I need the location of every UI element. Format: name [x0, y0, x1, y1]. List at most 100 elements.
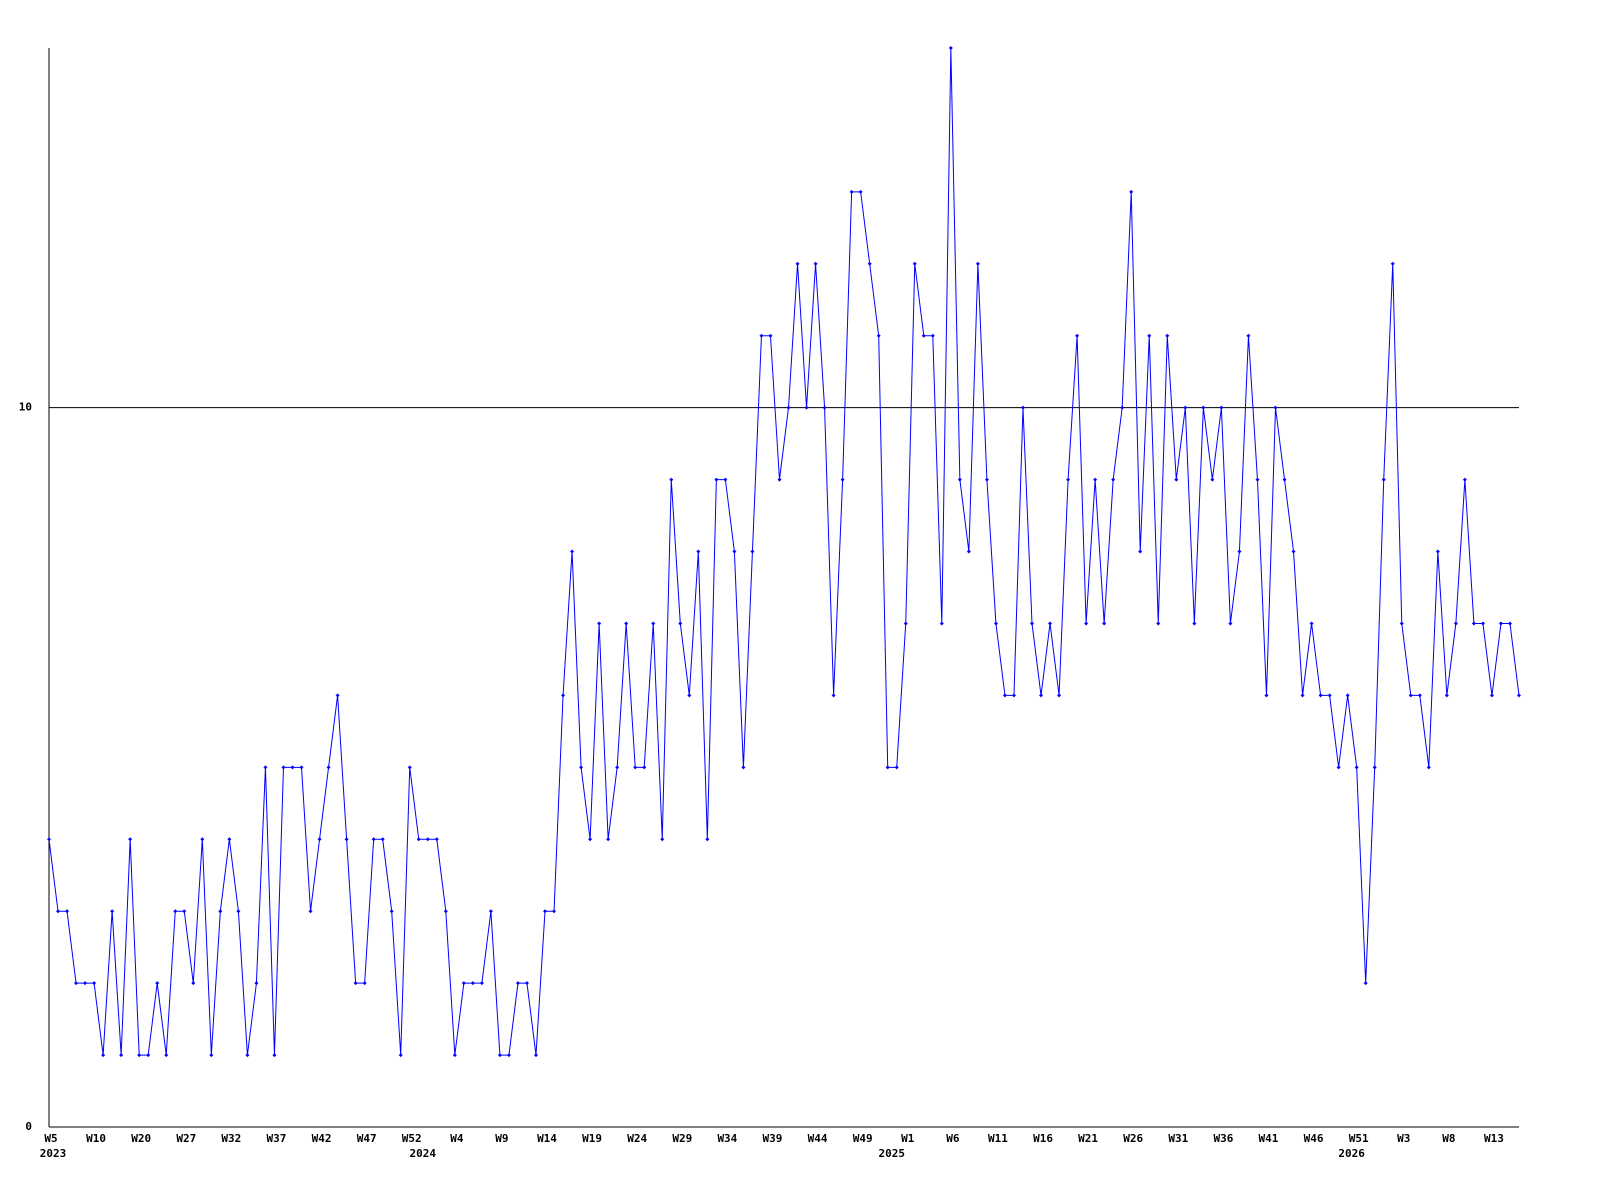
data-point	[912, 261, 917, 266]
data-point	[570, 549, 575, 554]
data-point	[146, 1053, 151, 1058]
x-tick-label: W3	[1397, 1132, 1410, 1145]
data-point	[254, 981, 259, 986]
data-point	[191, 981, 196, 986]
data-point	[1057, 693, 1062, 698]
data-point	[479, 981, 484, 986]
year-label: 2026	[1338, 1147, 1365, 1160]
data-point	[1246, 333, 1251, 338]
data-point	[957, 477, 962, 482]
x-tick-label: W16	[1033, 1132, 1053, 1145]
data-point	[1336, 765, 1341, 770]
data-point	[425, 837, 430, 842]
x-tick-label: W14	[537, 1132, 557, 1145]
data-point	[371, 837, 376, 842]
y-tick-label: 0	[25, 1120, 32, 1133]
data-point	[506, 1053, 511, 1058]
data-point	[1489, 693, 1494, 698]
data-point	[227, 837, 232, 842]
data-point	[119, 1053, 124, 1058]
data-point	[281, 765, 286, 770]
x-tick-label: W6	[946, 1132, 960, 1145]
data-point	[1192, 621, 1197, 626]
x-tick-label: W10	[86, 1132, 106, 1145]
data-point	[723, 477, 728, 482]
x-tick-label: W31	[1168, 1132, 1188, 1145]
data-point	[1039, 693, 1044, 698]
x-tick-label: W41	[1259, 1132, 1279, 1145]
year-label: 2024	[410, 1147, 437, 1160]
data-point	[47, 837, 51, 842]
data-point	[326, 765, 331, 770]
y-tick-label: 10	[19, 401, 32, 414]
data-point	[299, 765, 304, 770]
x-tick-label: W26	[1123, 1132, 1143, 1145]
data-point	[786, 405, 791, 410]
data-point	[1399, 621, 1404, 626]
data-point	[948, 46, 953, 50]
data-point	[155, 981, 160, 986]
data-point	[1020, 405, 1025, 410]
data-point	[1273, 405, 1278, 410]
data-point	[624, 621, 629, 626]
data-point	[83, 981, 88, 986]
data-point	[164, 1053, 169, 1058]
data-point	[1354, 765, 1359, 770]
data-point	[1381, 477, 1386, 482]
data-point	[533, 1053, 538, 1058]
data-point	[975, 261, 980, 266]
data-point	[687, 693, 692, 698]
x-tick-label: W34	[717, 1132, 737, 1145]
data-point	[1453, 621, 1458, 626]
x-tick-label: W11	[988, 1132, 1008, 1145]
x-tick-label: W52	[402, 1132, 422, 1145]
data-point	[984, 477, 989, 482]
data-point	[552, 909, 557, 914]
data-point	[110, 909, 115, 914]
data-point	[885, 765, 890, 770]
data-point	[1165, 333, 1170, 338]
data-point	[1219, 405, 1224, 410]
data-point	[461, 981, 466, 986]
data-point	[398, 1053, 403, 1058]
data-point	[1435, 549, 1440, 554]
data-point	[750, 549, 755, 554]
data-point	[1417, 693, 1422, 698]
data-point	[588, 837, 593, 842]
data-point	[308, 909, 313, 914]
x-tick-label: W1	[901, 1132, 915, 1145]
data-point	[218, 909, 223, 914]
year-label: 2023	[40, 1147, 67, 1160]
data-point	[597, 621, 602, 626]
data-point	[1264, 693, 1269, 698]
x-tick-label: W24	[627, 1132, 647, 1145]
data-point	[804, 405, 809, 410]
x-tick-label: W51	[1349, 1132, 1369, 1145]
data-point	[1111, 477, 1116, 482]
data-point	[642, 765, 647, 770]
x-tick-label: W39	[763, 1132, 783, 1145]
data-point	[1282, 477, 1287, 482]
data-point	[1102, 621, 1107, 626]
data-point	[1309, 621, 1314, 626]
x-tick-label: W21	[1078, 1132, 1098, 1145]
data-point	[777, 477, 782, 482]
x-tick-label: W9	[495, 1132, 508, 1145]
data-point	[101, 1053, 106, 1058]
data-point	[1327, 693, 1332, 698]
data-point	[1300, 693, 1305, 698]
data-point	[236, 909, 241, 914]
x-tick-label: W46	[1304, 1132, 1324, 1145]
data-point	[263, 765, 268, 770]
data-point	[1471, 621, 1476, 626]
data-point	[1201, 405, 1206, 410]
data-point	[849, 189, 854, 194]
data-point	[353, 981, 358, 986]
data-point	[966, 549, 971, 554]
data-point	[1345, 693, 1350, 698]
data-point	[1363, 981, 1368, 986]
data-point	[894, 765, 899, 770]
data-point	[182, 909, 187, 914]
data-point	[1426, 765, 1431, 770]
